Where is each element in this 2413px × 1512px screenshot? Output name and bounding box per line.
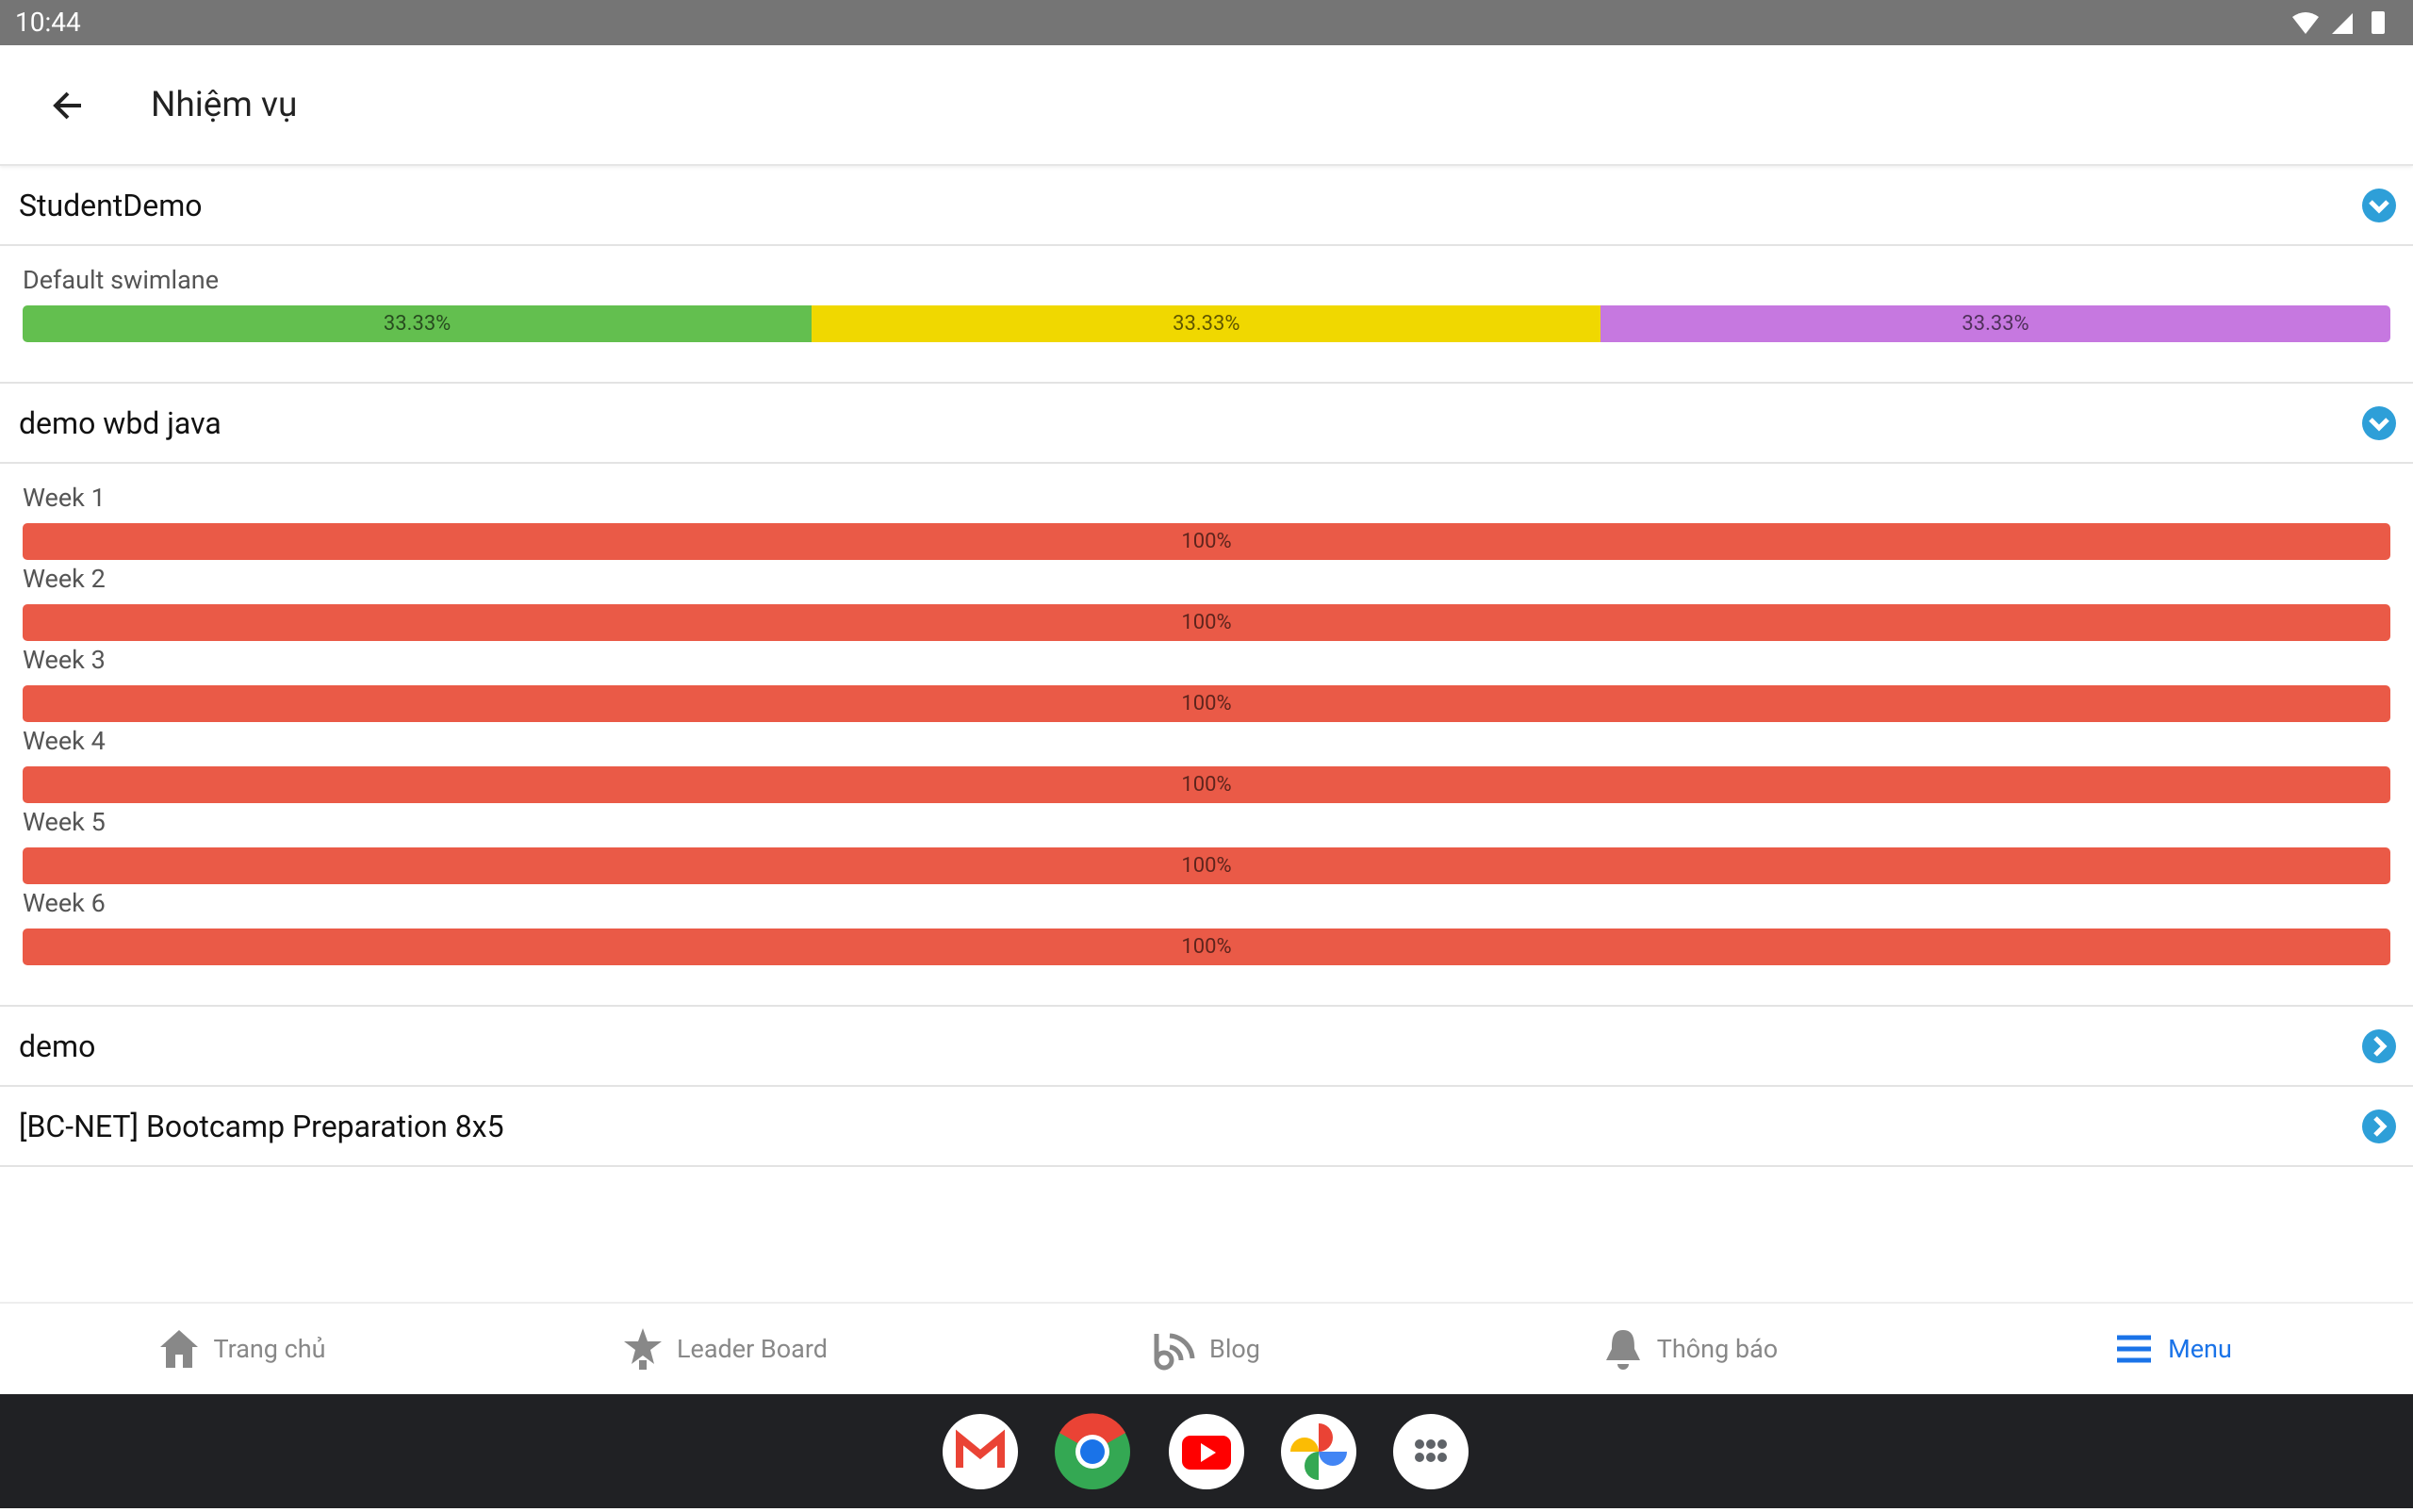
project-header[interactable]: demo wbd java <box>0 384 2413 464</box>
nav-icon <box>1154 1333 1195 1371</box>
project-body: Default swimlane 33.33% 33.33% 33.33% <box>0 246 2413 384</box>
progress-segment: 100% <box>23 929 2390 965</box>
segment-label: 33.33% <box>1173 312 1240 336</box>
nav-label: Thông báo <box>1656 1334 1779 1364</box>
title: Nhiệm vụ <box>151 85 298 125</box>
nav-item[interactable]: Thông báo <box>1448 1304 1930 1394</box>
status-icons <box>2292 11 2385 34</box>
dock <box>0 1394 2413 1508</box>
progress-bar: 100% <box>23 604 2390 641</box>
nav-label: Trang chủ <box>213 1334 326 1364</box>
progress-segment: 100% <box>23 604 2390 641</box>
segment-label: 33.33% <box>1962 312 2029 336</box>
dock-apps <box>943 1413 1469 1489</box>
swimlane-name: Week 5 <box>23 807 106 837</box>
project-header[interactable]: [BC-NET] Bootcamp Preparation 8x5 <box>0 1087 2413 1167</box>
nav-icon <box>160 1330 199 1368</box>
nav-icon <box>624 1328 662 1370</box>
nav-label: Blog <box>1209 1334 1260 1364</box>
project-header[interactable]: StudentDemo <box>0 166 2413 246</box>
progress-bar: 100% <box>23 929 2390 965</box>
project-name: StudentDemo <box>19 188 203 223</box>
project-body: Week 1 100% Week 2 100% Week 3 100% Week 4 100%… <box>0 464 2413 1007</box>
toggle-icon[interactable] <box>2362 1109 2396 1143</box>
nav-icon <box>1605 1330 1640 1370</box>
project-list: StudentDemo Default swimlane 33.33% 33.33% 3… <box>0 166 2413 1302</box>
nav-item[interactable]: Blog <box>965 1304 1448 1394</box>
progress-bar: 100% <box>23 847 2390 884</box>
time: 10:44 <box>15 7 81 38</box>
segment-label: 100% <box>1181 611 1232 634</box>
project-header[interactable]: demo <box>0 1007 2413 1087</box>
progress-segment: 100% <box>23 685 2390 722</box>
status-bar: 10:44 <box>0 0 2413 45</box>
swimlane-name: Week 3 <box>23 645 106 675</box>
segment-label: 100% <box>1181 773 1232 797</box>
progress-bar: 100% <box>23 523 2390 560</box>
progress-segment: 33.33% <box>812 305 1601 342</box>
nav-label: Menu <box>2168 1334 2232 1364</box>
progress-segment: 100% <box>23 847 2390 884</box>
app-bar: Nhiệm vụ <box>0 45 2413 166</box>
swimlane-name: Week 2 <box>23 564 106 594</box>
swimlane-name: Week 1 <box>23 483 106 513</box>
toggle-icon[interactable] <box>2362 1029 2396 1063</box>
segment-label: 100% <box>1181 935 1232 959</box>
nav-item[interactable]: Trang chủ <box>0 1304 483 1394</box>
progress-bar: 100% <box>23 766 2390 803</box>
progress-segment: 33.33% <box>1600 305 2390 342</box>
progress-bar: 33.33% 33.33% 33.33% <box>23 305 2390 342</box>
project-name: demo <box>19 1028 96 1064</box>
project-name: demo wbd java <box>19 405 222 441</box>
progress-segment: 100% <box>23 523 2390 560</box>
swimlane-name: Week 6 <box>23 888 106 918</box>
nav-icon <box>2117 1335 2152 1363</box>
segment-label: 33.33% <box>383 312 451 336</box>
toggle-icon[interactable] <box>2362 189 2396 222</box>
swimlane-name: Week 4 <box>23 726 106 756</box>
segment-label: 100% <box>1181 530 1232 553</box>
bottom-nav: Trang chủ Leader Board Blog Thông báo Menu <box>0 1302 2413 1394</box>
swimlane-name: Default swimlane <box>23 265 220 295</box>
nav-item[interactable]: Leader Board <box>483 1304 965 1394</box>
nav-label: Leader Board <box>677 1334 828 1364</box>
back-button[interactable] <box>49 87 87 124</box>
project-name: [BC-NET] Bootcamp Preparation 8x5 <box>19 1109 504 1144</box>
progress-segment: 100% <box>23 766 2390 803</box>
segment-label: 100% <box>1181 692 1232 715</box>
progress-bar: 100% <box>23 685 2390 722</box>
progress-segment: 33.33% <box>23 305 813 342</box>
toggle-icon[interactable] <box>2362 406 2396 440</box>
segment-label: 100% <box>1181 854 1232 878</box>
nav-item[interactable]: Menu <box>1930 1304 2413 1394</box>
